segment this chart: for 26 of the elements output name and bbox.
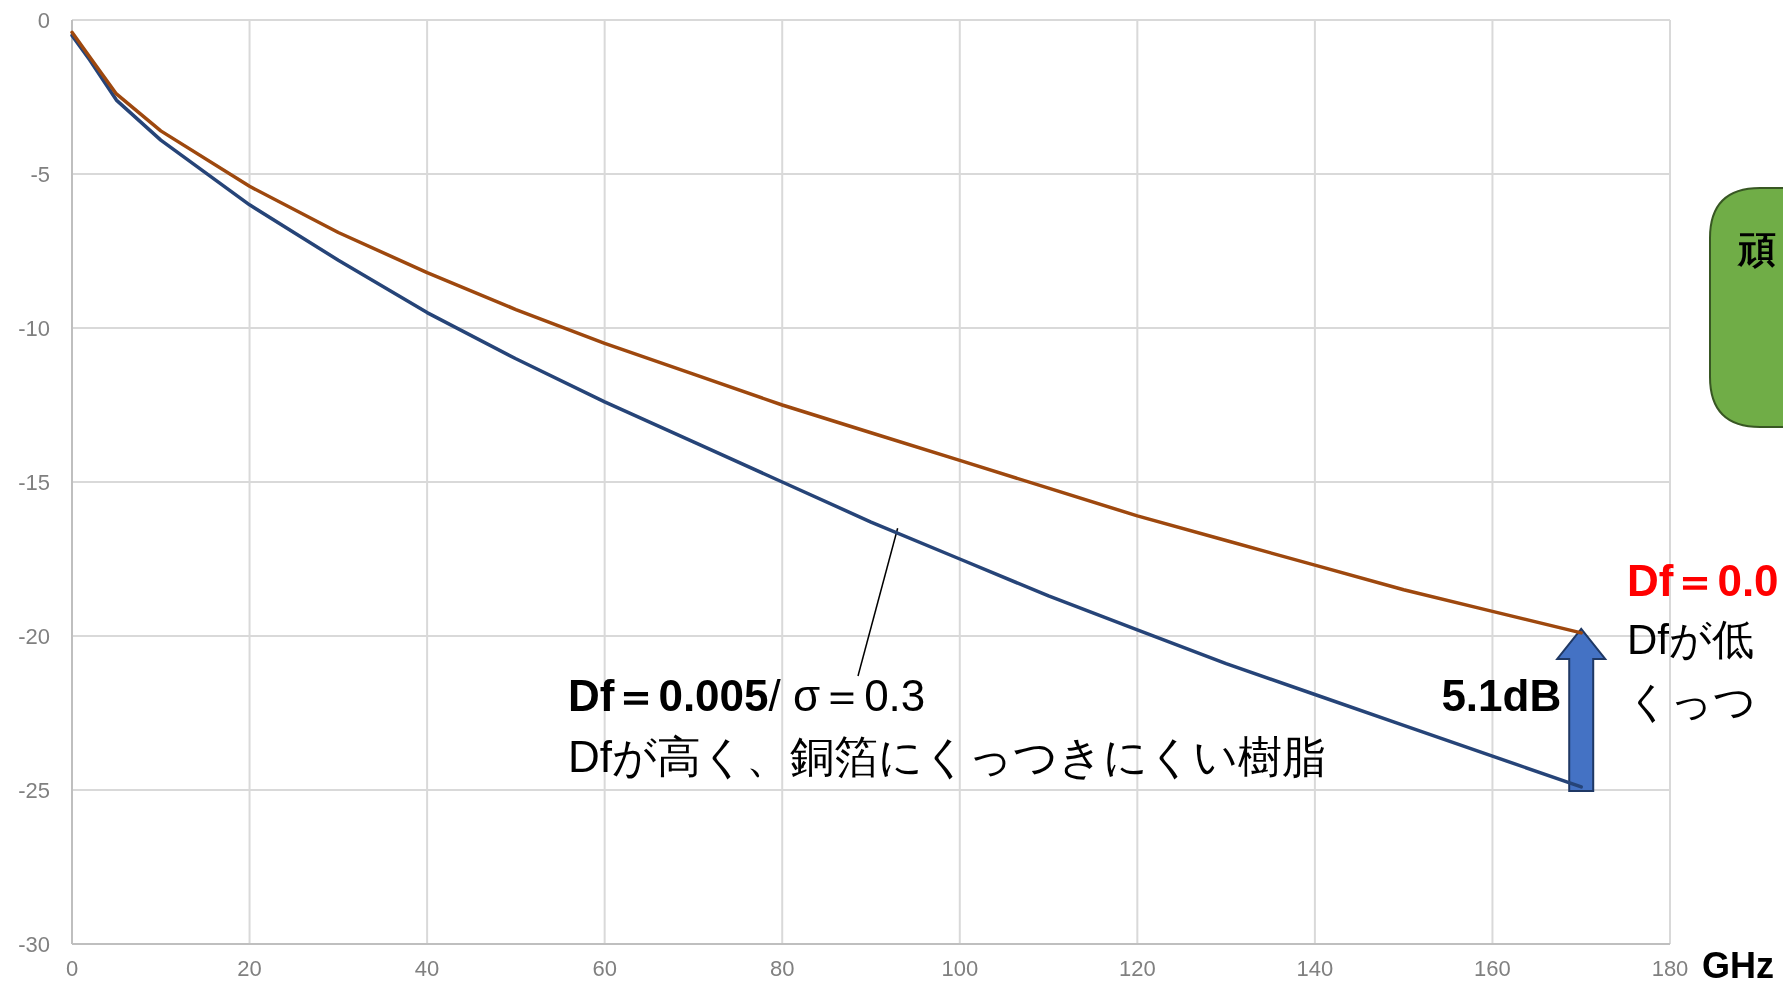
x-tick-label: 80	[769, 956, 795, 981]
line-series	[70, 33, 1583, 789]
y-tick-label: -25	[18, 778, 50, 803]
x-tick-label: 40	[414, 956, 440, 981]
annotation: Dfが低	[1627, 616, 1754, 663]
x-tick-label: 180	[1651, 956, 1689, 981]
annotation: 5.1dB	[1441, 671, 1562, 720]
y-tick-label: -30	[18, 932, 50, 957]
annotation: Df＝0.005/ σ＝0.3 Dfが高く、銅箔にくっつきにくい樹脂	[568, 671, 1326, 781]
x-tick-label: 160	[1474, 956, 1511, 981]
line-series	[70, 30, 1583, 635]
x-tick-label: 120	[1118, 956, 1156, 981]
x-tick-label: 0	[65, 956, 79, 981]
y-tick-label: -15	[18, 470, 50, 495]
x-axis-title: GHz	[1702, 945, 1774, 986]
y-tick-label: -10	[18, 316, 50, 341]
y-tick-label: -20	[18, 624, 50, 649]
x-tick-label: 140	[1296, 956, 1334, 981]
annotation: くっつ	[1627, 678, 1756, 725]
x-tick-label: 100	[941, 956, 979, 981]
annotation: Df＝0.0	[1627, 556, 1779, 605]
y-tick-label: -5	[30, 162, 50, 187]
y-tick-label: 0	[37, 8, 50, 33]
x-tick-label: 60	[592, 956, 617, 981]
x-tick-label: 20	[237, 956, 262, 981]
text: 頑	[1737, 228, 1776, 270]
